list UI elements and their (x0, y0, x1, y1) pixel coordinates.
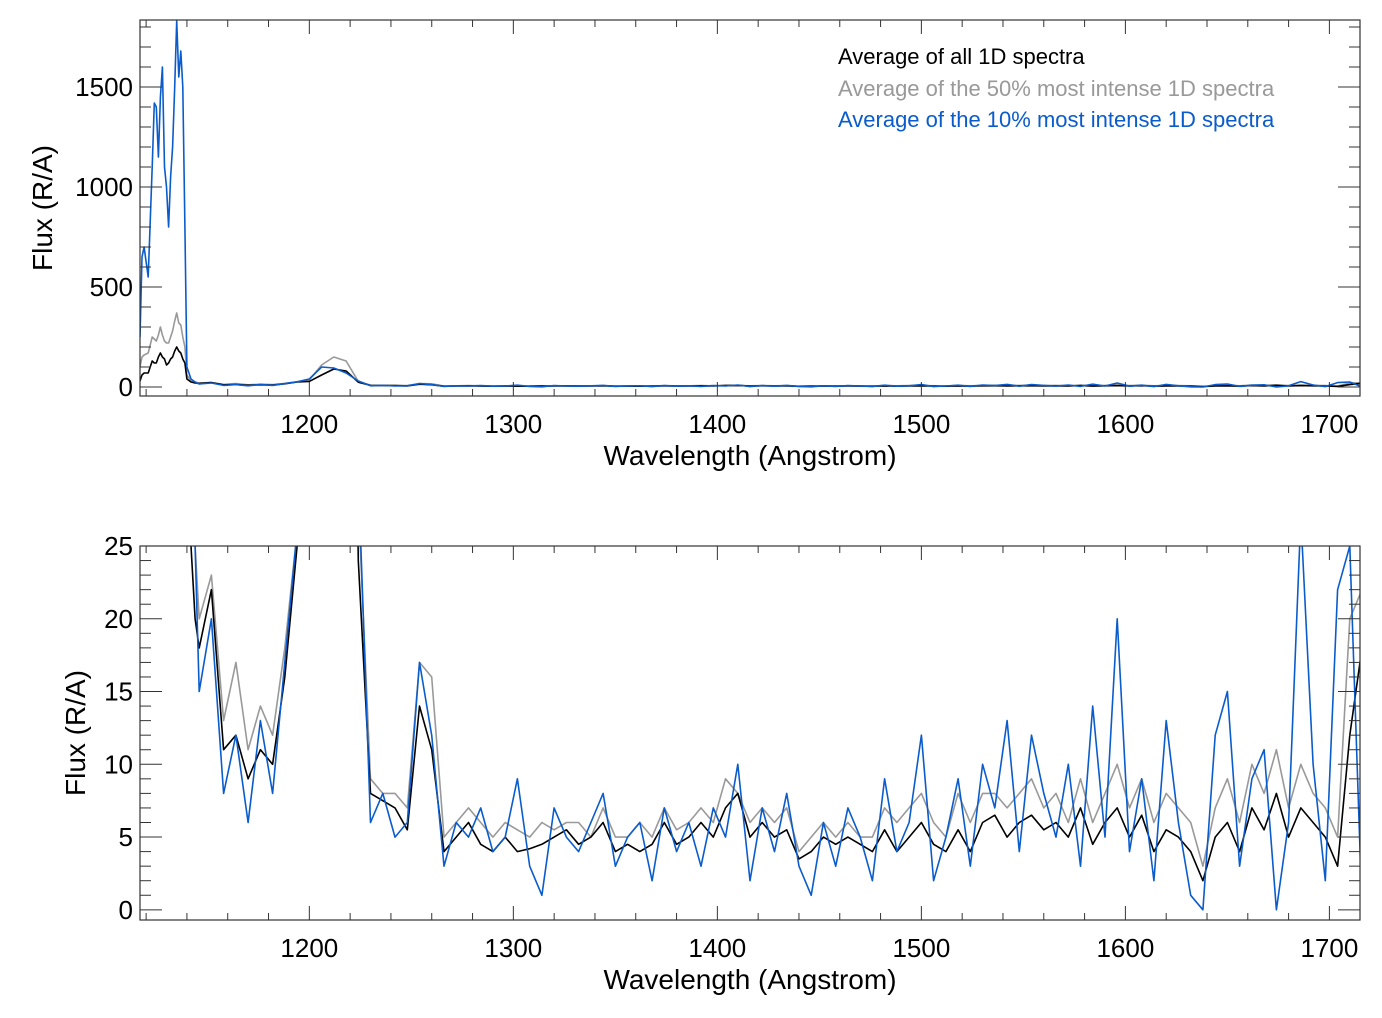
y-axis-label: Flux (R/A) (60, 670, 91, 796)
y-tick-label: 5 (119, 822, 133, 852)
x-tick-label: 1500 (892, 933, 950, 963)
y-axis-label: Flux (R/A) (27, 145, 58, 271)
x-tick-label: 1300 (484, 933, 542, 963)
series-group (190, 546, 1360, 911)
x-tick-label: 1600 (1096, 409, 1154, 439)
x-tick-label: 1200 (280, 933, 338, 963)
x-tick-label: 1200 (280, 409, 338, 439)
x-tick-label: 1700 (1300, 409, 1358, 439)
series-line-p50 (140, 312, 1360, 388)
y-tick-label: 25 (104, 531, 133, 561)
y-tick-label: 10 (104, 749, 133, 779)
y-tick-label: 20 (104, 604, 133, 634)
x-tick-label: 1600 (1096, 933, 1154, 963)
series-line-p10 (140, 20, 1360, 388)
series-group (140, 20, 1360, 388)
x-tick-label: 1400 (688, 933, 746, 963)
x-tick-label: 1700 (1300, 933, 1358, 963)
y-tick-label: 0 (119, 895, 133, 925)
y-tick-label: 1000 (75, 172, 133, 202)
x-tick-label: 1400 (688, 409, 746, 439)
y-tick-label: 500 (90, 272, 133, 302)
legend-entry-all: Average of all 1D spectra (838, 44, 1085, 69)
series-line-p10 (194, 546, 1360, 911)
y-tick-label: 0 (119, 372, 133, 402)
x-axis-label: Wavelength (Angstrom) (603, 964, 896, 995)
y-tick-label: 15 (104, 677, 133, 707)
x-axis-label: Wavelength (Angstrom) (603, 440, 896, 471)
series-line-all (190, 546, 1360, 882)
plot-frame (139, 19, 1361, 397)
panel-2: 1200 1300 1400 1500 1600 1700 0 5 10 15 20 25 Wavele… (60, 531, 1361, 995)
x-tick-label: 1300 (484, 409, 542, 439)
legend-entry-10pct: Average of the 10% most intense 1D spect… (838, 107, 1275, 132)
x-tick-label: 1500 (892, 409, 950, 439)
legend-entry-50pct: Average of the 50% most intense 1D spect… (838, 76, 1275, 101)
y-tick-label: 1500 (75, 72, 133, 102)
plot-frame (139, 545, 1361, 921)
panel-1: 1200 1300 1400 1500 1600 1700050010001500Wave… (27, 19, 1361, 471)
